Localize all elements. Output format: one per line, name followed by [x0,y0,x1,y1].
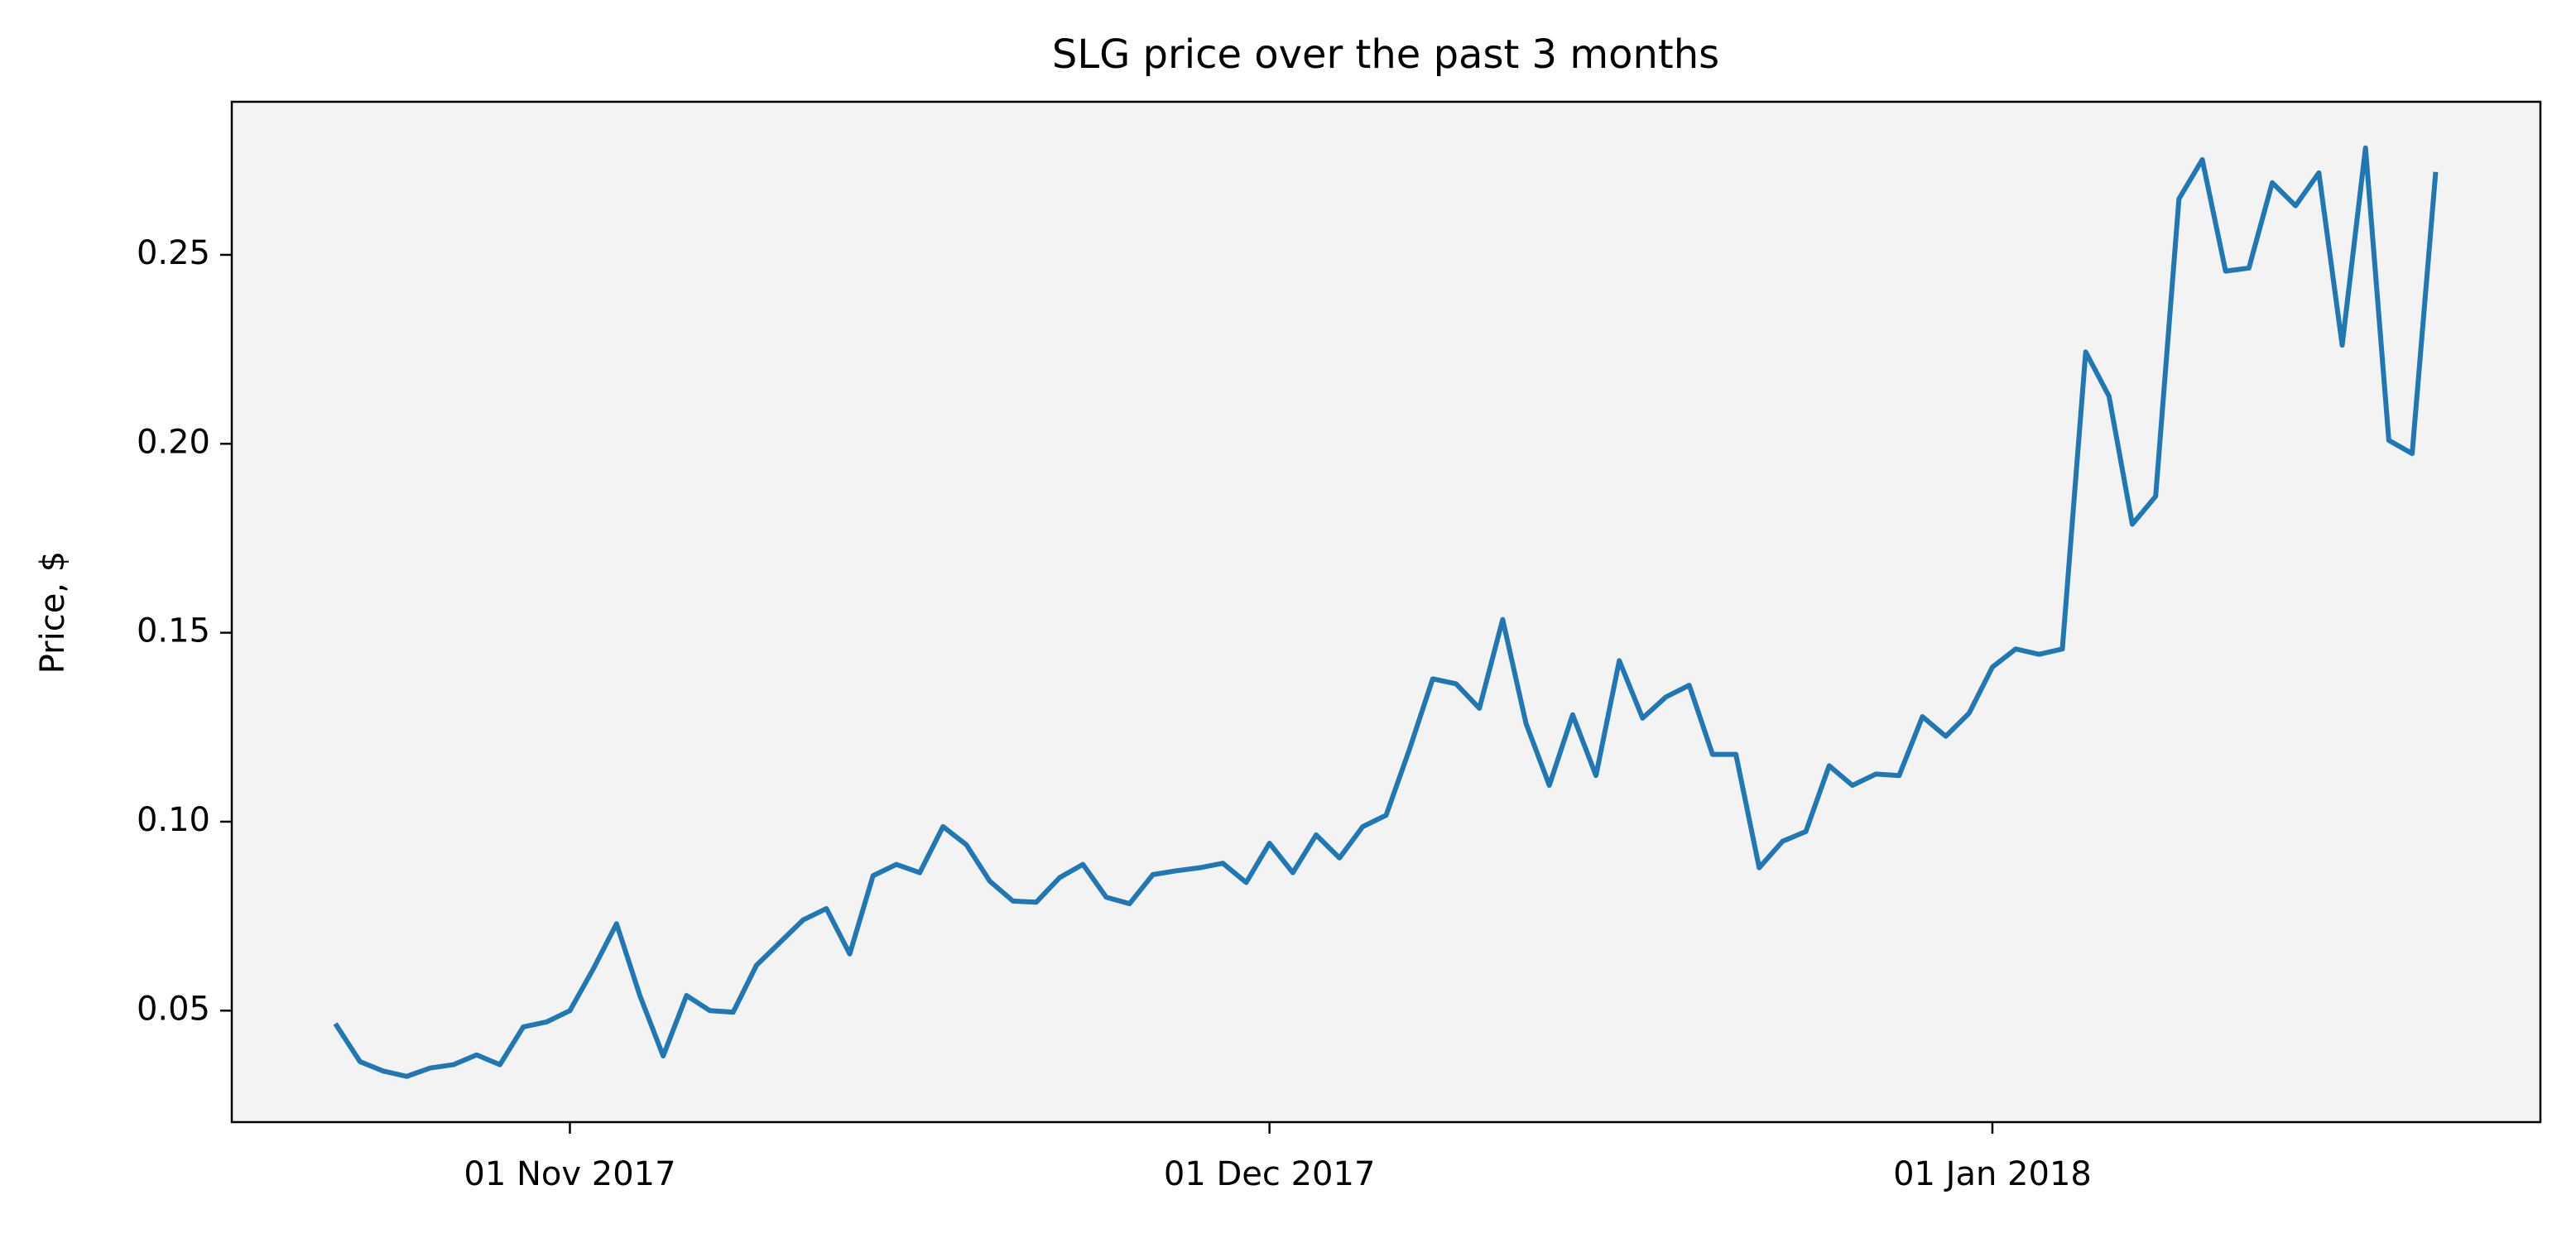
plot-background [232,102,2540,1122]
y-tick-label: 0.10 [137,801,210,839]
y-tick-label: 0.20 [137,423,210,461]
x-tick-label: 01 Jan 2018 [1893,1155,2092,1193]
y-axis-label: Price, $ [34,551,72,674]
axes-frame [230,100,2542,1124]
chart-title: SLG price over the past 3 months [1052,31,1719,78]
y-tick-label: 0.25 [137,234,210,272]
x-tick-label: 01 Dec 2017 [1164,1155,1376,1193]
y-tick-label: 0.05 [137,990,210,1028]
y-tick-label: 0.15 [137,612,210,650]
x-tick-label: 01 Nov 2017 [464,1155,675,1193]
price-line [333,145,2439,1079]
